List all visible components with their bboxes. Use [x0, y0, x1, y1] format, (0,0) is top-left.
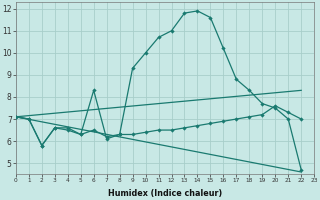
X-axis label: Humidex (Indice chaleur): Humidex (Indice chaleur) — [108, 189, 222, 198]
